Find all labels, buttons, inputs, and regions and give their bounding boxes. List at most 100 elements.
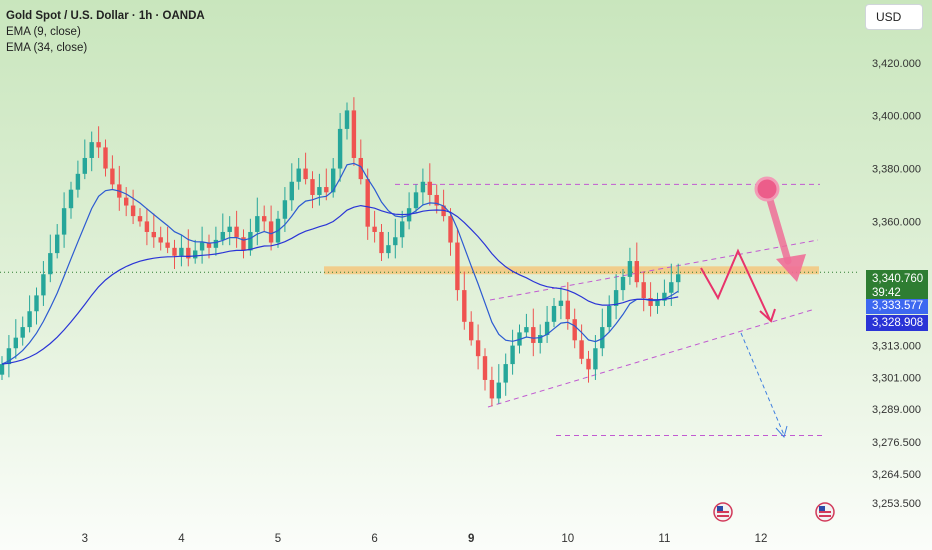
- candle[interactable]: [386, 245, 391, 254]
- candle[interactable]: [413, 192, 419, 209]
- candle[interactable]: [179, 247, 184, 256]
- candle[interactable]: [565, 300, 570, 320]
- candle[interactable]: [303, 168, 308, 180]
- candle[interactable]: [372, 226, 377, 232]
- candle[interactable]: [482, 356, 488, 380]
- candle[interactable]: [75, 173, 81, 190]
- candle[interactable]: [469, 321, 474, 341]
- candle[interactable]: [158, 237, 163, 243]
- candle[interactable]: [13, 337, 18, 349]
- candle[interactable]: [48, 253, 53, 275]
- candle[interactable]: [248, 231, 253, 251]
- candle[interactable]: [165, 242, 170, 248]
- candle[interactable]: [137, 216, 143, 222]
- candle[interactable]: [151, 231, 156, 238]
- candle[interactable]: [289, 181, 294, 201]
- candle[interactable]: [262, 216, 267, 222]
- candle[interactable]: [420, 181, 426, 193]
- candle[interactable]: [331, 168, 336, 193]
- channel-lower-line[interactable]: [487, 308, 816, 408]
- candle[interactable]: [55, 234, 60, 254]
- symbol-title[interactable]: Gold Spot / U.S. Dollar · 1h · OANDA: [6, 10, 205, 22]
- candle[interactable]: [434, 194, 439, 206]
- candle[interactable]: [124, 197, 129, 206]
- candle[interactable]: [393, 237, 398, 246]
- currency-button[interactable]: USD: [865, 4, 923, 30]
- candle[interactable]: [358, 157, 363, 180]
- ema9-line[interactable]: [1, 162, 679, 365]
- candle[interactable]: [0, 364, 5, 375]
- candle[interactable]: [427, 181, 432, 195]
- candle[interactable]: [206, 242, 212, 248]
- candle[interactable]: [510, 345, 515, 365]
- candle[interactable]: [234, 226, 239, 238]
- forecast-circle[interactable]: [754, 176, 780, 202]
- candle[interactable]: [61, 208, 67, 235]
- candle[interactable]: [524, 327, 529, 333]
- candle[interactable]: [365, 179, 370, 227]
- candle[interactable]: [496, 382, 501, 399]
- candle[interactable]: [676, 274, 681, 283]
- candle[interactable]: [227, 226, 232, 232]
- candle[interactable]: [662, 292, 667, 301]
- candle[interactable]: [538, 335, 543, 343]
- candle[interactable]: [220, 231, 225, 240]
- candle[interactable]: [172, 247, 177, 256]
- candle[interactable]: [448, 216, 453, 243]
- candle[interactable]: [531, 327, 536, 343]
- candle[interactable]: [213, 239, 219, 248]
- candle[interactable]: [551, 305, 557, 322]
- forecast-arrow-shaft[interactable]: [764, 189, 792, 265]
- candle[interactable]: [462, 290, 467, 322]
- candle[interactable]: [6, 348, 12, 365]
- candle[interactable]: [475, 340, 481, 357]
- candle[interactable]: [144, 221, 150, 232]
- candle[interactable]: [324, 187, 329, 193]
- candle[interactable]: [669, 282, 674, 293]
- candle[interactable]: [110, 168, 115, 185]
- candle[interactable]: [103, 147, 108, 169]
- candle[interactable]: [68, 189, 74, 209]
- candle[interactable]: [489, 379, 495, 399]
- candle[interactable]: [607, 305, 612, 328]
- candle[interactable]: [648, 298, 653, 306]
- candle[interactable]: [41, 274, 46, 296]
- candle[interactable]: [199, 242, 205, 251]
- candle[interactable]: [186, 247, 191, 259]
- candle[interactable]: [96, 142, 101, 148]
- candle[interactable]: [613, 290, 619, 306]
- candle[interactable]: [296, 168, 301, 182]
- candle[interactable]: [586, 358, 591, 370]
- candle[interactable]: [82, 157, 87, 174]
- ema9-legend[interactable]: EMA (9, close): [6, 26, 81, 38]
- candle[interactable]: [400, 221, 405, 238]
- candle[interactable]: [455, 242, 460, 291]
- candle[interactable]: [627, 261, 633, 277]
- candle[interactable]: [600, 327, 605, 349]
- candle[interactable]: [130, 205, 136, 217]
- candle[interactable]: [379, 231, 384, 254]
- candle[interactable]: [593, 348, 598, 370]
- candle[interactable]: [344, 110, 350, 129]
- target-projection-line[interactable]: [740, 332, 785, 436]
- candle[interactable]: [34, 295, 39, 312]
- candle[interactable]: [317, 187, 322, 195]
- candle[interactable]: [558, 300, 564, 306]
- zigzag-projection[interactable]: [700, 248, 771, 321]
- candle[interactable]: [641, 282, 646, 299]
- candle[interactable]: [268, 221, 274, 243]
- candle[interactable]: [544, 321, 550, 336]
- candle[interactable]: [351, 110, 357, 158]
- candle[interactable]: [579, 340, 584, 359]
- candle[interactable]: [655, 300, 660, 306]
- ema34-legend[interactable]: EMA (34, close): [6, 42, 88, 54]
- candle[interactable]: [193, 250, 198, 259]
- resistance-zone[interactable]: [324, 266, 819, 275]
- candle[interactable]: [310, 179, 315, 195]
- candle[interactable]: [620, 276, 626, 291]
- candle[interactable]: [241, 237, 246, 251]
- candle[interactable]: [89, 142, 94, 158]
- candle[interactable]: [20, 327, 25, 338]
- candle[interactable]: [27, 311, 32, 328]
